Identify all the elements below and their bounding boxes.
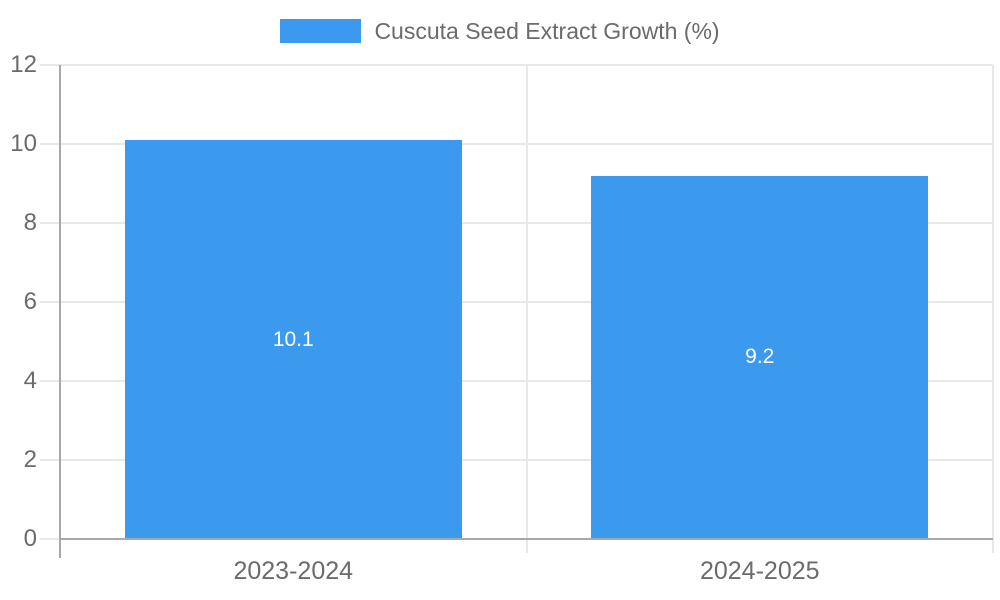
x-axis-tick-label: 2024-2025 (699, 557, 820, 585)
category-boundary-gridline (992, 65, 994, 553)
y-axis-line (59, 65, 61, 558)
y-axis-tick-label: 12 (10, 51, 37, 78)
chart-legend: Cuscuta Seed Extract Growth (%) (0, 19, 1000, 43)
bar-2023-2024 (124, 140, 462, 539)
y-axis-tick-label: 8 (23, 209, 37, 236)
y-axis-tick-label: 10 (10, 130, 37, 157)
y-axis-tick-label: 0 (23, 525, 37, 552)
category-boundary-gridline (525, 65, 528, 553)
y-gridline (40, 143, 993, 145)
bar-value-label: 9.2 (745, 345, 775, 369)
y-gridline (40, 459, 993, 461)
y-gridline (40, 538, 60, 540)
bar-value-label: 10.1 (272, 327, 314, 351)
y-axis-tick-label: 6 (23, 288, 37, 315)
y-gridline (40, 222, 993, 224)
x-axis-line (59, 538, 993, 540)
y-axis-tick-label: 2 (23, 446, 37, 473)
y-gridline (40, 64, 993, 66)
y-axis-tick-label: 4 (23, 367, 37, 394)
legend-swatch (280, 19, 362, 43)
y-gridline (40, 301, 993, 303)
x-axis-tick-label: 2023-2024 (233, 557, 354, 585)
bar-2024-2025 (591, 175, 929, 539)
legend-label: Cuscuta Seed Extract Growth (%) (374, 18, 720, 44)
y-gridline (40, 380, 993, 382)
